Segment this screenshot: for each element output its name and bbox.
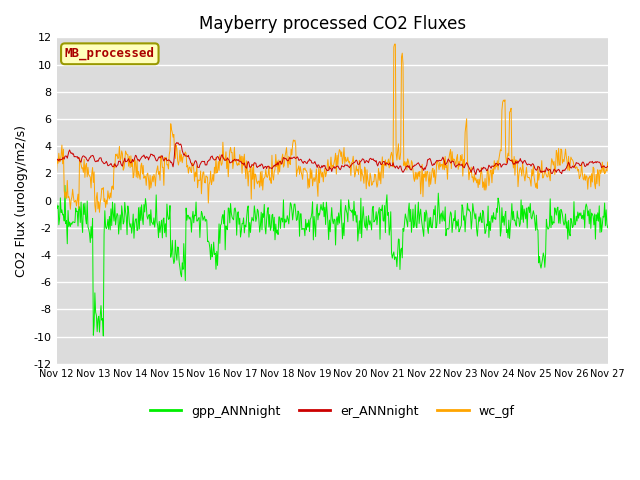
Text: MB_processed: MB_processed xyxy=(65,47,155,60)
Title: Mayberry processed CO2 Fluxes: Mayberry processed CO2 Fluxes xyxy=(198,15,466,33)
Legend: gpp_ANNnight, er_ANNnight, wc_gf: gpp_ANNnight, er_ANNnight, wc_gf xyxy=(145,400,520,423)
Y-axis label: CO2 Flux (urology/m2/s): CO2 Flux (urology/m2/s) xyxy=(15,124,28,276)
